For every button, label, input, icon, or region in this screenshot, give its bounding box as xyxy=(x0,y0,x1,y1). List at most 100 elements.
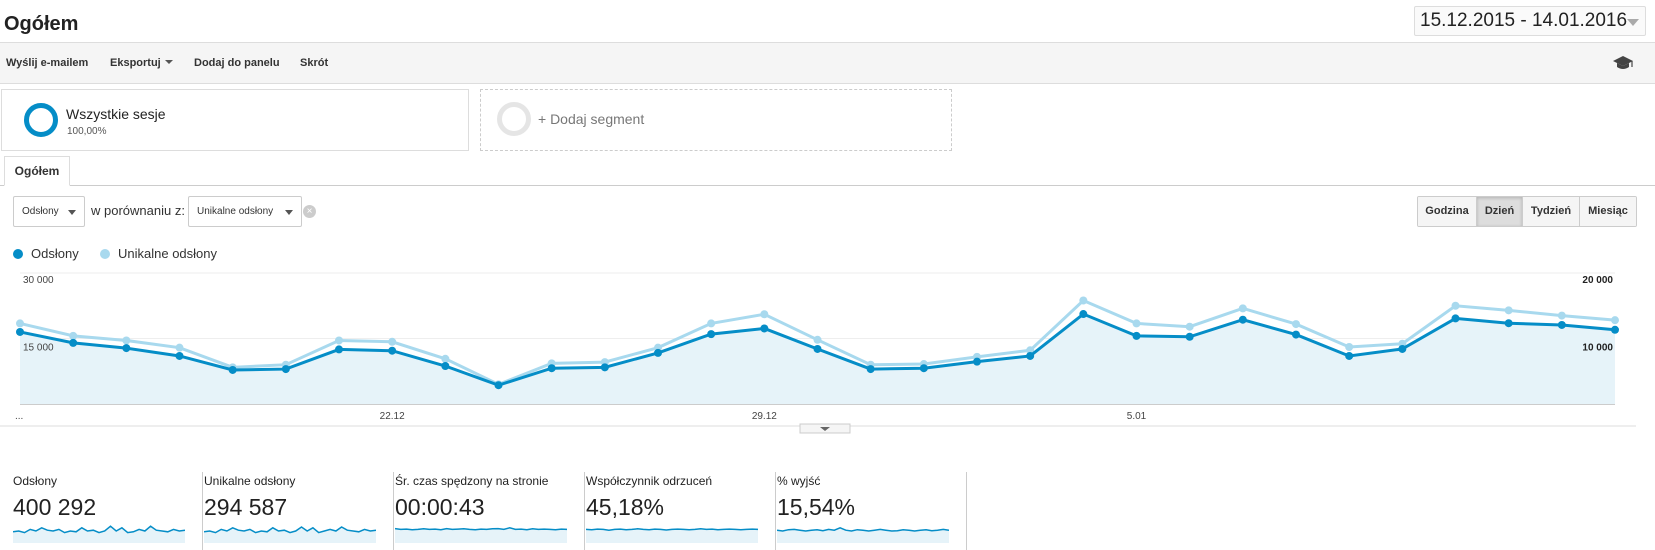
data-point-pageviews-17[interactable] xyxy=(919,364,928,373)
granularity-week-button[interactable]: Tydzień xyxy=(1523,197,1580,226)
segment-percent: 100,00% xyxy=(67,126,107,137)
page-title: Ogółem xyxy=(4,13,79,35)
export-label: Eksportuj xyxy=(110,57,161,69)
data-point-pageviews-14[interactable] xyxy=(760,324,769,333)
data-point-pageviews-20[interactable] xyxy=(1079,310,1088,319)
data-point-pageviews-11[interactable] xyxy=(600,363,609,372)
scorecard-0[interactable]: Odsłony 400 292 xyxy=(13,472,203,550)
scorecard-sparkline xyxy=(204,526,376,543)
data-point-pageviews-6[interactable] xyxy=(335,345,343,354)
scorecard-4[interactable]: % wyjść 15,54% xyxy=(777,472,967,550)
segment-title: Wszystkie sesje xyxy=(66,106,166,122)
metric-select-primary[interactable]: Odsłony xyxy=(13,196,85,227)
add-segment-label: + Dodaj segment xyxy=(538,111,645,127)
data-point-pageviews-4[interactable] xyxy=(228,365,237,374)
scorecard-2[interactable]: Śr. czas spędzony na stronie 00:00:43 xyxy=(395,472,585,550)
data-point-unique-pageviews-28[interactable] xyxy=(1504,306,1513,315)
scorecard-sparkline xyxy=(395,527,567,543)
data-point-unique-pageviews-0[interactable] xyxy=(16,319,24,328)
data-point-unique-pageviews-2[interactable] xyxy=(122,336,131,345)
data-point-pageviews-9[interactable] xyxy=(494,381,503,390)
scorecard-3[interactable]: Współczynnik odrzuceń 45,18% xyxy=(586,472,776,550)
clear-compare-icon[interactable]: × xyxy=(303,205,316,218)
data-point-unique-pageviews-29[interactable] xyxy=(1557,311,1566,320)
data-point-unique-pageviews-20[interactable] xyxy=(1079,296,1088,305)
data-point-pageviews-3[interactable] xyxy=(175,351,184,360)
scorecard-1[interactable]: Unikalne odsłony 294 587 xyxy=(204,472,394,550)
granularity-hour-button[interactable]: Godzina xyxy=(1418,197,1477,226)
date-range-picker[interactable]: 15.12.2015 - 14.01.2016 xyxy=(1414,6,1646,36)
data-point-unique-pageviews-23[interactable] xyxy=(1238,304,1247,313)
data-point-unique-pageviews-15[interactable] xyxy=(813,335,822,344)
scorecard-value: 294 587 xyxy=(204,494,288,520)
data-point-pageviews-19[interactable] xyxy=(1026,351,1035,360)
segment-placeholder-icon xyxy=(497,102,531,136)
legend-label: Odsłony xyxy=(31,246,79,261)
data-point-unique-pageviews-19[interactable] xyxy=(1026,346,1035,355)
data-point-pageviews-27[interactable] xyxy=(1451,314,1460,323)
data-point-pageviews-1[interactable] xyxy=(69,338,78,347)
data-point-pageviews-12[interactable] xyxy=(654,348,662,357)
data-point-unique-pageviews-21[interactable] xyxy=(1132,319,1141,328)
chevron-down-icon xyxy=(820,427,830,431)
sparkline-line xyxy=(586,528,758,531)
data-point-unique-pageviews-13[interactable] xyxy=(707,319,716,328)
report-header: Ogółem 15.12.2015 - 14.01.2016 xyxy=(0,0,1655,43)
data-point-pageviews-29[interactable] xyxy=(1557,320,1566,329)
data-point-pageviews-0[interactable] xyxy=(16,327,24,336)
data-point-unique-pageviews-24[interactable] xyxy=(1292,320,1300,329)
data-point-pageviews-23[interactable] xyxy=(1238,315,1247,324)
legend-item-pageviews[interactable]: Odsłony xyxy=(13,246,79,261)
add-segment-button[interactable]: + Dodaj segment xyxy=(480,89,952,151)
data-point-unique-pageviews-25[interactable] xyxy=(1345,343,1354,352)
segment-all-sessions[interactable]: Wszystkie sesje 100,00% xyxy=(1,89,469,151)
data-point-pageviews-25[interactable] xyxy=(1345,351,1354,360)
data-point-pageviews-7[interactable] xyxy=(388,346,397,355)
export-button[interactable]: Eksportuj xyxy=(110,57,173,69)
sparkline-line xyxy=(395,527,567,531)
scorecard-label: Unikalne odsłony xyxy=(204,474,296,488)
data-point-pageviews-26[interactable] xyxy=(1398,344,1407,353)
granularity-day-button[interactable]: Dzień xyxy=(1477,197,1523,226)
data-point-unique-pageviews-8[interactable] xyxy=(441,354,450,363)
data-point-pageviews-16[interactable] xyxy=(866,365,875,374)
data-point-unique-pageviews-30[interactable] xyxy=(1611,316,1619,325)
data-point-pageviews-21[interactable] xyxy=(1132,331,1141,340)
data-point-unique-pageviews-3[interactable] xyxy=(175,343,184,352)
data-point-pageviews-28[interactable] xyxy=(1504,319,1513,328)
metric-select-compare[interactable]: Unikalne odsłony xyxy=(188,196,302,227)
x-tick-label: ... xyxy=(15,411,23,422)
scorecard-value: 00:00:43 xyxy=(395,494,485,520)
series-area-pageviews xyxy=(20,314,1615,404)
sparkline-line xyxy=(777,526,949,532)
data-point-unique-pageviews-7[interactable] xyxy=(388,337,397,346)
data-point-pageviews-15[interactable] xyxy=(813,344,822,353)
email-button[interactable]: Wyślij e-mailem xyxy=(6,57,89,69)
data-point-pageviews-22[interactable] xyxy=(1185,332,1194,341)
data-point-pageviews-13[interactable] xyxy=(707,330,716,339)
add-to-dashboard-button[interactable]: Dodaj do panelu xyxy=(194,57,280,69)
shortcut-button[interactable]: Skrót xyxy=(300,57,329,69)
data-point-pageviews-8[interactable] xyxy=(441,362,450,371)
compare-label: w porównaniu z: xyxy=(91,203,185,218)
data-point-pageviews-18[interactable] xyxy=(973,357,981,366)
x-tick-label: 29.12 xyxy=(752,411,777,422)
sparkline-line xyxy=(204,526,376,534)
graduation-cap-icon[interactable] xyxy=(1612,54,1634,72)
data-point-pageviews-24[interactable] xyxy=(1292,330,1300,339)
granularity-month-button[interactable]: Miesiąc xyxy=(1580,197,1636,226)
data-point-unique-pageviews-27[interactable] xyxy=(1451,301,1460,310)
scorecard-value: 45,18% xyxy=(586,494,665,520)
data-point-unique-pageviews-22[interactable] xyxy=(1185,322,1194,331)
tab-divider xyxy=(0,185,1655,186)
data-point-unique-pageviews-14[interactable] xyxy=(760,310,769,319)
tab-overview[interactable]: Ogółem xyxy=(4,156,70,186)
legend-item-unique-pageviews[interactable]: Unikalne odsłony xyxy=(100,246,217,261)
data-point-pageviews-2[interactable] xyxy=(122,344,131,353)
data-point-unique-pageviews-6[interactable] xyxy=(335,336,343,345)
data-point-pageviews-5[interactable] xyxy=(281,365,290,374)
report-toolbar: Wyślij e-mailem Eksportuj Dodaj do panel… xyxy=(0,43,1655,84)
data-point-unique-pageviews-1[interactable] xyxy=(69,331,78,340)
data-point-pageviews-10[interactable] xyxy=(547,364,556,373)
data-point-pageviews-30[interactable] xyxy=(1611,325,1619,334)
